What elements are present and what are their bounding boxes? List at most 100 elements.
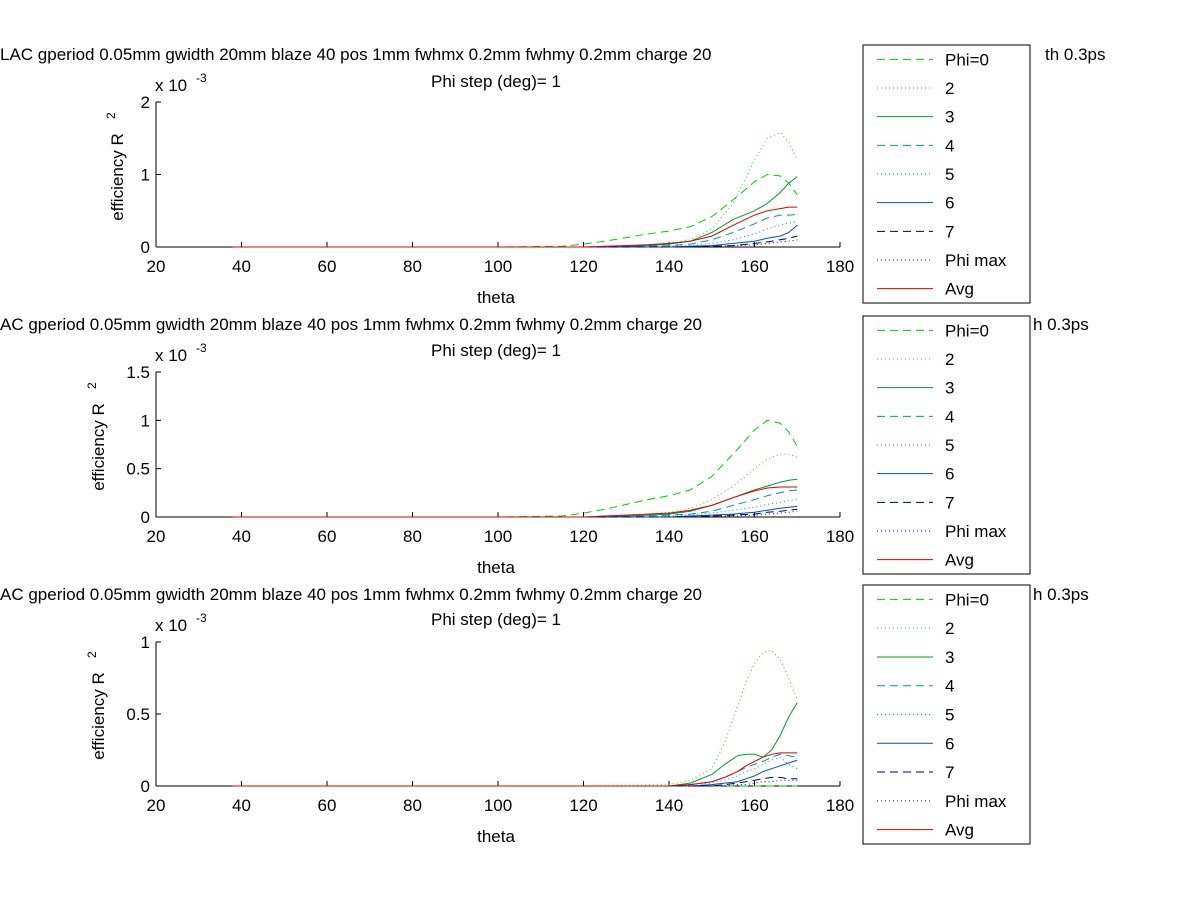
x-tick-label: 100: [484, 796, 512, 815]
legend-entry: Phi=0: [945, 590, 989, 609]
y-tick-label: 0.5: [126, 705, 150, 724]
series-line-2: [232, 453, 798, 518]
y-tick-label: 1.5: [126, 363, 150, 382]
legend-entry: 6: [945, 734, 954, 753]
y-tick-label: 1: [141, 633, 150, 652]
chart-panel-3: AC gperiod 0.05mm gwidth 20mm blaze 40 p…: [0, 584, 1089, 846]
series-line-5: [232, 221, 798, 248]
x-tick-label: 180: [826, 796, 854, 815]
y-exponent-superscript: -3: [196, 341, 207, 355]
series-line-2: [232, 650, 798, 787]
series-line-8: [232, 239, 798, 248]
series-line-5: [232, 499, 798, 518]
legend-entry: Avg: [945, 821, 974, 840]
series-line-6: [232, 759, 798, 787]
legend-entry: Phi=0: [945, 50, 989, 69]
legend-entry: 2: [945, 79, 954, 98]
series-line-2: [232, 131, 798, 248]
series-line-9: [232, 486, 798, 518]
x-tick-label: 80: [403, 257, 422, 276]
x-tick-label: 140: [655, 257, 683, 276]
legend-entry: Phi max: [945, 251, 1007, 270]
y-axis-label: efficiency R: [89, 403, 108, 491]
x-tick-label: 100: [484, 257, 512, 276]
x-tick-label: 120: [569, 257, 597, 276]
y-exponent-superscript: -3: [196, 71, 207, 85]
chart-title-line1: LAC gperiod 0.05mm gwidth 20mm blaze 40 …: [0, 45, 711, 64]
legend-entry: 2: [945, 350, 954, 369]
x-tick-label: 100: [484, 527, 512, 546]
y-exponent-superscript: -3: [196, 611, 207, 625]
chart-title-line1: AC gperiod 0.05mm gwidth 20mm blaze 40 p…: [0, 315, 702, 334]
y-axis-label-group: efficiency R 2: [104, 112, 127, 221]
x-tick-label: 60: [318, 527, 337, 546]
chart-panel-1: LAC gperiod 0.05mm gwidth 20mm blaze 40 …: [0, 44, 1106, 307]
legend-entry: 3: [945, 108, 954, 127]
series-line-4: [232, 489, 798, 518]
y-axis-label-group: efficiency R 2: [85, 382, 108, 491]
y-axis-label: efficiency R: [89, 672, 108, 760]
legend-entry: Phi max: [945, 522, 1007, 541]
y-tick-label: 0: [141, 777, 150, 796]
y-tick-label: 2: [141, 93, 150, 112]
y-tick-label: 1: [141, 166, 150, 185]
series-line-3: [232, 702, 798, 787]
x-tick-label: 20: [147, 257, 166, 276]
chart-title-line2: Phi step (deg)= 1: [431, 72, 561, 91]
chart-title-line1-tail: h 0.3ps: [1033, 315, 1089, 334]
x-tick-label: 160: [740, 527, 768, 546]
y-axis-label-superscript: 2: [104, 112, 118, 119]
legend-entry: 3: [945, 648, 954, 667]
x-tick-label: 20: [147, 796, 166, 815]
y-exponent-label: x 10: [155, 346, 187, 365]
series-line-3: [232, 478, 798, 518]
legend-entry: 5: [945, 436, 954, 455]
legend-entry: 7: [945, 493, 954, 512]
y-axis-label-superscript: 2: [85, 382, 99, 389]
series-line-6: [232, 505, 798, 518]
y-tick-label: 1: [141, 411, 150, 430]
chart-panel-2: AC gperiod 0.05mm gwidth 20mm blaze 40 p…: [0, 315, 1089, 577]
series-line-8: [232, 510, 798, 518]
chart-title-line2: Phi step (deg)= 1: [431, 610, 561, 629]
x-tick-label: 120: [569, 796, 597, 815]
series-line-3: [232, 176, 798, 248]
series-line-4: [232, 213, 798, 248]
legend-entry: 2: [945, 619, 954, 638]
legend-entry: 7: [945, 222, 954, 241]
x-tick-label: 40: [232, 527, 251, 546]
legend-entry: Avg: [945, 280, 974, 299]
x-tick-label: 40: [232, 796, 251, 815]
y-axis-label: efficiency R: [108, 133, 127, 221]
legend-box: [862, 315, 1031, 575]
chart-title-line2: Phi step (deg)= 1: [431, 341, 561, 360]
series-line-1: [232, 419, 798, 518]
chart-title-line1: AC gperiod 0.05mm gwidth 20mm blaze 40 p…: [0, 585, 702, 604]
x-tick-label: 180: [826, 257, 854, 276]
x-tick-label: 60: [318, 796, 337, 815]
legend-entry: 5: [945, 165, 954, 184]
y-tick-label: 0.5: [126, 460, 150, 479]
chart-title-line1-tail: th 0.3ps: [1045, 45, 1106, 64]
y-tick-label: 0: [141, 508, 150, 527]
legend-entry: Avg: [945, 551, 974, 570]
x-axis-label: theta: [477, 288, 515, 307]
x-tick-label: 80: [403, 527, 422, 546]
legend-entry: 6: [945, 465, 954, 484]
legend-entry: 4: [945, 407, 954, 426]
x-tick-label: 20: [147, 527, 166, 546]
x-axis-label: theta: [477, 558, 515, 577]
legend-entry: 3: [945, 379, 954, 398]
legend-entry: Phi=0: [945, 321, 989, 340]
y-exponent-label: x 10: [155, 616, 187, 635]
legend-entry: Phi max: [945, 792, 1007, 811]
legend-box: [862, 44, 1031, 304]
x-tick-label: 40: [232, 257, 251, 276]
x-tick-label: 160: [740, 796, 768, 815]
legend-box: [862, 584, 1031, 845]
legend-entry: 6: [945, 194, 954, 213]
x-tick-label: 140: [655, 527, 683, 546]
x-tick-label: 60: [318, 257, 337, 276]
